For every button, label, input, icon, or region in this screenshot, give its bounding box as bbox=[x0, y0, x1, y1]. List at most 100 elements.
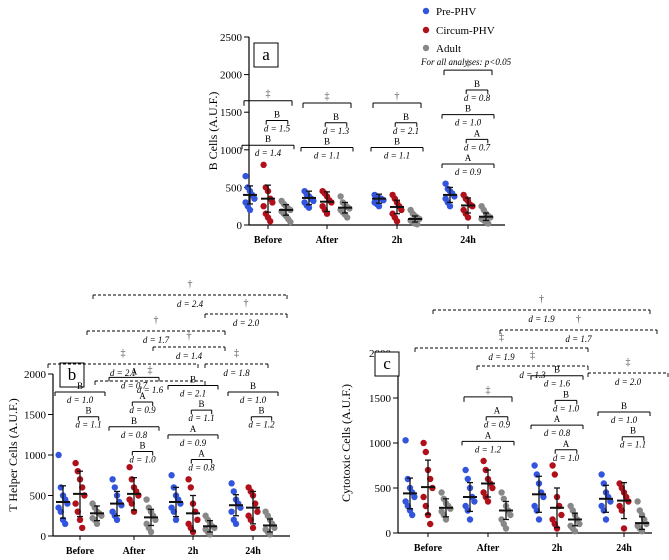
significance-symbol: ‡ bbox=[148, 365, 153, 376]
x-tick-label: 2h bbox=[552, 543, 563, 554]
effect-size: d = 2.0 bbox=[233, 318, 260, 328]
effect-size: d = 0.7 bbox=[121, 380, 148, 390]
effect-size: d = 0.9 bbox=[455, 167, 482, 177]
data-point bbox=[607, 498, 614, 505]
panel-a: 0 500 1000 1500 2000 2500 B Cells (A.U.F.) a Bef… bbox=[206, 32, 505, 246]
data-point bbox=[438, 489, 445, 496]
data-point bbox=[126, 463, 133, 471]
effect-label: B bbox=[274, 110, 280, 120]
effect-size: d = 1.1 bbox=[314, 151, 340, 161]
data-point bbox=[246, 206, 254, 214]
data-point bbox=[72, 500, 79, 507]
effect-size: d = 0.8 bbox=[544, 428, 571, 438]
effect-size: d = 0.9 bbox=[484, 420, 511, 430]
data-point bbox=[535, 516, 543, 523]
y-axis-label: T Helper Cells (A.U.F.) bbox=[6, 398, 20, 511]
legend-note: For all analyses: p<0.05 bbox=[420, 57, 512, 67]
effect-label: A bbox=[485, 430, 492, 440]
y-tick-label: 1000 bbox=[220, 145, 243, 157]
effect-size: d = 1.6 bbox=[137, 385, 164, 395]
effect-label: B bbox=[403, 112, 409, 122]
effect-label: B bbox=[621, 401, 627, 411]
effect-size: d = 1.0 bbox=[553, 453, 580, 463]
effect-size: d = 1.1 bbox=[188, 413, 214, 423]
panel-b: 0 500 1000 1500 2000 T Helper Cells (A.U.F.) b… bbox=[6, 279, 290, 557]
y-tick-label: 500 bbox=[226, 182, 243, 194]
y-tick-label: 2500 bbox=[220, 32, 243, 44]
data-point bbox=[147, 528, 155, 536]
data-point bbox=[72, 459, 79, 467]
data-point bbox=[402, 437, 409, 444]
data-point bbox=[411, 493, 418, 501]
effect-label: B bbox=[77, 381, 83, 391]
effect-size: d = 1.8 bbox=[223, 368, 250, 378]
data-point bbox=[485, 220, 492, 227]
effect-label: A bbox=[198, 449, 205, 459]
legend-marker-pre bbox=[422, 7, 430, 15]
data-point bbox=[189, 528, 197, 536]
effect-label: B bbox=[258, 406, 264, 416]
data-point bbox=[310, 197, 317, 205]
x-tick-label: 2h bbox=[188, 546, 199, 557]
effect-label: A bbox=[131, 366, 138, 376]
significance-symbol: † bbox=[576, 314, 581, 325]
effect-size: d = 1.0 bbox=[129, 454, 156, 464]
data-point bbox=[249, 524, 257, 532]
legend-label-adult: Adult bbox=[436, 43, 461, 55]
data-point bbox=[76, 516, 84, 523]
x-tick-label: After bbox=[316, 235, 339, 246]
data-point bbox=[113, 516, 121, 523]
y-axis-label: Cytotoxic Cells (A.U.F.) bbox=[339, 384, 353, 502]
significance-symbol: † bbox=[244, 298, 249, 309]
data-point bbox=[254, 508, 261, 515]
data-point bbox=[620, 525, 628, 532]
panel-c: 0500100015002000Cytotoxic Cells (A.U.F.)… bbox=[339, 294, 669, 554]
panel-letter-box bbox=[253, 42, 279, 68]
effect-label: A bbox=[139, 391, 146, 401]
panel-letter: c bbox=[383, 354, 391, 373]
significance-symbol: † bbox=[154, 315, 159, 326]
data-point bbox=[409, 511, 416, 519]
effect-size: d = 0.8 bbox=[188, 463, 215, 473]
data-point bbox=[398, 206, 405, 214]
legend-marker-circum bbox=[422, 26, 430, 34]
effect-size: d = 1.0 bbox=[611, 415, 638, 425]
data-point bbox=[531, 462, 538, 469]
effect-size: d = 1.3 bbox=[323, 126, 350, 136]
effect-size: d = 2.1 bbox=[180, 388, 206, 398]
data-point bbox=[446, 203, 454, 210]
effect-size: d = 0.7 bbox=[464, 142, 491, 152]
effect-label: B bbox=[250, 381, 256, 391]
data-point bbox=[471, 498, 478, 505]
data-point bbox=[480, 457, 487, 465]
x-tick-label: 24h bbox=[460, 235, 476, 246]
data-point bbox=[206, 531, 214, 538]
data-point bbox=[260, 161, 267, 169]
data-point bbox=[79, 524, 86, 532]
y-tick-label: 500 bbox=[375, 483, 392, 495]
effect-size: d = 1.1 bbox=[75, 420, 101, 430]
significance-symbol: ‡ bbox=[234, 348, 239, 359]
effect-size: d = 1.7 bbox=[143, 335, 170, 345]
data-point bbox=[634, 498, 641, 505]
effect-label: B bbox=[630, 426, 636, 436]
effect-size: d = 1.9 bbox=[528, 314, 555, 324]
effect-label: B bbox=[465, 104, 471, 114]
data-point bbox=[489, 484, 496, 492]
effect-size: d = 0.8 bbox=[121, 430, 148, 440]
data-point bbox=[549, 462, 556, 469]
effect-size: d = 0.9 bbox=[180, 438, 207, 448]
data-point bbox=[553, 525, 561, 532]
data-point bbox=[424, 511, 432, 519]
effect-size: d = 2.1 bbox=[110, 368, 136, 378]
data-point bbox=[420, 439, 427, 447]
significance-symbol: ‡ bbox=[325, 91, 330, 102]
data-point bbox=[55, 451, 62, 459]
effect-size: d = 1.0 bbox=[553, 403, 580, 413]
data-point bbox=[551, 471, 558, 478]
panel-letter: a bbox=[262, 45, 270, 64]
effect-size: d = 1.2 bbox=[475, 444, 502, 454]
effect-size: d = 1.1 bbox=[384, 151, 410, 161]
data-point bbox=[466, 516, 474, 523]
data-point bbox=[414, 221, 421, 228]
